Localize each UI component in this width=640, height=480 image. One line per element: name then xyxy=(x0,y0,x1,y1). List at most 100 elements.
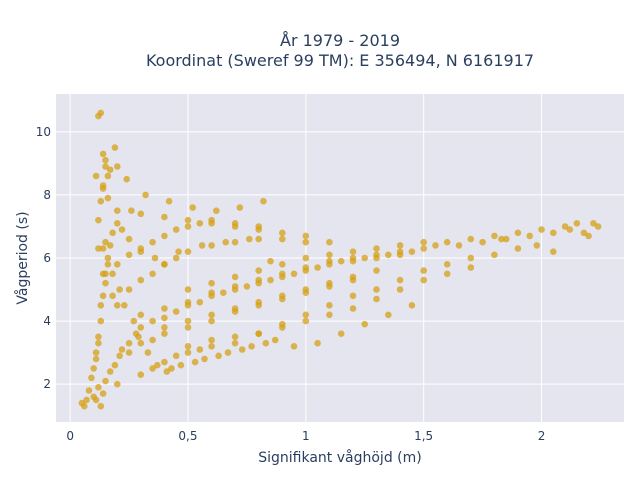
scatter-point xyxy=(550,248,557,255)
scatter-point xyxy=(467,264,475,271)
scatter-point xyxy=(443,238,451,246)
scatter-point xyxy=(97,197,105,205)
scatter-point xyxy=(149,317,156,325)
scatter-point xyxy=(526,232,533,240)
scatter-point xyxy=(349,248,357,255)
scatter-point xyxy=(408,302,416,309)
chart-title-line-1: År 1979 - 2019 xyxy=(280,31,400,50)
x-tick-label: 1,5 xyxy=(414,429,433,443)
scatter-point xyxy=(255,226,262,233)
y-tick-label: 8 xyxy=(43,188,51,202)
scatter-point xyxy=(396,251,404,259)
scatter-point xyxy=(594,223,602,230)
scatter-point xyxy=(215,352,222,360)
scatter-point xyxy=(302,232,310,240)
scatter-point xyxy=(104,254,112,262)
scatter-point xyxy=(566,226,574,233)
scatter-point xyxy=(408,248,416,255)
scatter-point xyxy=(92,349,100,356)
scatter-point xyxy=(161,314,168,322)
scatter-point xyxy=(208,242,215,249)
scatter-point xyxy=(267,276,274,284)
scatter-point xyxy=(514,229,522,237)
scatter-point xyxy=(349,305,357,312)
scatter-point xyxy=(90,365,97,372)
scatter-point xyxy=(396,276,404,284)
scatter-point xyxy=(184,216,192,224)
scatter-point xyxy=(114,207,121,214)
scatter-point xyxy=(279,273,286,281)
y-axis-title: Vågperiod (s) xyxy=(14,211,31,304)
scatter-point xyxy=(114,220,121,227)
scatter-point xyxy=(255,279,262,287)
scatter-point xyxy=(533,242,541,249)
scatter-point xyxy=(175,248,182,255)
data-points xyxy=(78,109,602,410)
scatter-point xyxy=(135,333,142,341)
scatter-point xyxy=(118,346,126,353)
scatter-point xyxy=(208,311,215,319)
scatter-point xyxy=(260,197,267,205)
scatter-point xyxy=(479,238,486,246)
scatter-point xyxy=(109,229,116,237)
scatter-point xyxy=(196,298,204,306)
scatter-point xyxy=(326,302,333,309)
scatter-point xyxy=(109,292,116,300)
scatter-point xyxy=(165,197,173,205)
scatter-point xyxy=(279,324,286,331)
scatter-point xyxy=(123,175,130,183)
scatter-point xyxy=(137,371,145,379)
scatter-point xyxy=(151,254,159,262)
scatter-point xyxy=(125,235,133,243)
scatter-point xyxy=(302,254,310,262)
scatter-point xyxy=(396,286,404,293)
scatter-point xyxy=(443,261,451,268)
x-tick-label: 0 xyxy=(66,429,74,443)
scatter-point xyxy=(168,365,175,372)
scatter-point xyxy=(502,235,510,243)
scatter-point xyxy=(114,302,121,309)
chart-title-line-2: Koordinat (Sweref 99 TM): E 356494, N 61… xyxy=(146,51,534,70)
scatter-point xyxy=(585,232,592,240)
scatter-point xyxy=(99,292,107,300)
scatter-point xyxy=(243,283,251,290)
scatter-point xyxy=(550,229,557,237)
scatter-point xyxy=(231,273,239,281)
scatter-point xyxy=(498,235,505,243)
scatter-point xyxy=(154,361,161,369)
scatter-point xyxy=(128,207,135,214)
scatter-point xyxy=(184,248,192,255)
scatter-point xyxy=(420,238,428,246)
scatter-point xyxy=(149,238,156,246)
scatter-point xyxy=(491,232,498,240)
scatter-point xyxy=(326,251,333,259)
scatter-point xyxy=(99,185,107,192)
scatter-point xyxy=(314,339,321,347)
scatter-point xyxy=(349,292,357,300)
scatter-point xyxy=(373,295,380,303)
scatter-point xyxy=(208,292,215,300)
scatter-point xyxy=(267,257,274,265)
scatter-point xyxy=(172,254,180,262)
scatter-point xyxy=(130,317,138,325)
y-tick-labels: 2 4 6 8 10 xyxy=(36,125,51,391)
scatter-point xyxy=(279,261,286,268)
scatter-point xyxy=(231,305,239,312)
scatter-point xyxy=(184,223,192,230)
scatter-point xyxy=(161,358,168,366)
scatter-point xyxy=(373,267,380,274)
scatter-point xyxy=(573,220,581,227)
scatter-point xyxy=(137,339,145,347)
scatter-point xyxy=(302,311,310,319)
scatter-point xyxy=(326,279,333,287)
scatter-point xyxy=(231,339,239,347)
y-tick-label: 10 xyxy=(36,125,51,139)
scatter-point xyxy=(191,358,199,366)
scatter-point xyxy=(172,226,180,233)
scatter-point xyxy=(142,191,149,199)
scatter-point xyxy=(161,305,168,312)
scatter-point xyxy=(491,251,498,259)
scatter-point xyxy=(95,245,102,252)
scatter-point xyxy=(116,352,123,360)
scatter-point xyxy=(208,336,215,344)
